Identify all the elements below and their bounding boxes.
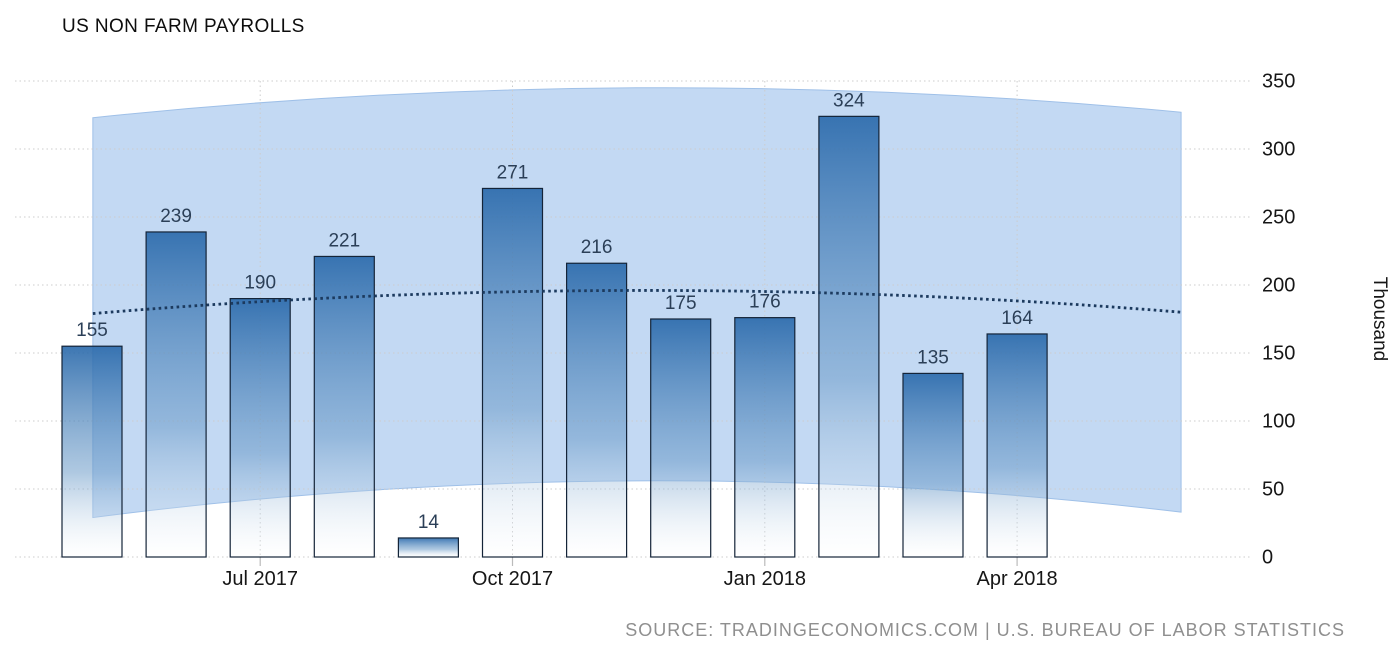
y-tick-label: 0: [1262, 547, 1273, 569]
bar[interactable]: [481, 187, 544, 558]
bar[interactable]: [734, 317, 796, 558]
bar[interactable]: [818, 115, 880, 558]
bar-value-label: 190: [244, 273, 276, 294]
source-note: SOURCE: TRADINGECONOMICS.COM | U.S. BURE…: [625, 620, 1345, 640]
bar-value-label: 164: [1001, 308, 1033, 329]
bar[interactable]: [313, 255, 375, 558]
y-axis-unit-label: Thousand: [1369, 277, 1390, 362]
bar[interactable]: [902, 372, 964, 558]
y-tick-label: 250: [1262, 207, 1295, 229]
bar-value-label: 175: [665, 293, 697, 314]
x-tick-label: Jul 2017: [222, 568, 298, 590]
bar-value-label: 135: [917, 347, 949, 368]
y-tick-label: 300: [1262, 139, 1295, 161]
y-tick-label: 350: [1262, 71, 1295, 93]
bar[interactable]: [397, 537, 459, 558]
x-tick-label: Oct 2017: [472, 568, 553, 590]
bar-value-label: 324: [833, 90, 865, 111]
y-tick-label: 150: [1262, 343, 1295, 365]
bar[interactable]: [229, 298, 291, 558]
bar-value-label: 216: [581, 237, 613, 258]
y-tick-label: 50: [1262, 479, 1284, 501]
bar[interactable]: [986, 333, 1048, 558]
bar[interactable]: [565, 262, 628, 558]
x-tick-label: Jan 2018: [724, 568, 806, 590]
bar[interactable]: [61, 345, 123, 558]
bar-value-label: 176: [749, 292, 781, 313]
bar-value-label: 271: [497, 162, 529, 183]
bar-value-label: 14: [418, 512, 440, 533]
chart-title: US NON FARM PAYROLLS: [62, 16, 305, 37]
bar-value-label: 221: [328, 230, 360, 251]
y-tick-label: 200: [1262, 275, 1295, 297]
bar[interactable]: [650, 318, 712, 558]
y-tick-label: 100: [1262, 411, 1295, 433]
bar[interactable]: [145, 231, 207, 558]
x-tick-label: Apr 2018: [977, 568, 1058, 590]
bar-value-label: 239: [160, 206, 192, 227]
bar-value-label: 155: [76, 320, 108, 341]
